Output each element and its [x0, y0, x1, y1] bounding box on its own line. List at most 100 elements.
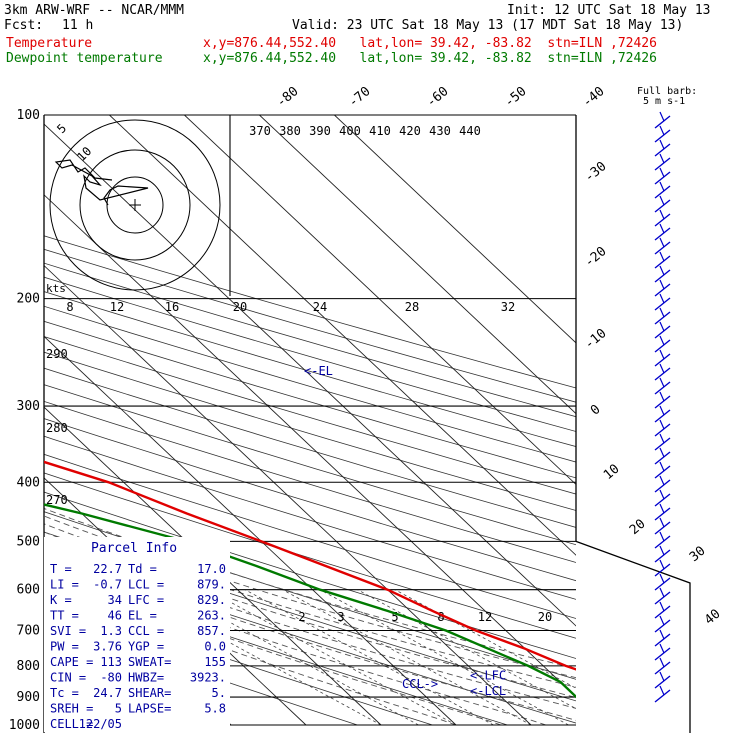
valid-time: Valid: 23 UTC Sat 18 May 13 (17 MDT Sat … [292, 18, 684, 33]
wind-barb [654, 227, 671, 241]
theta-e-label: 430 [429, 124, 451, 138]
isotherm-line [184, 115, 576, 486]
wind-barb-flag [659, 279, 665, 290]
wind-barb-flag [659, 349, 665, 360]
parcel-info-box: Parcel Info T = 22.7 Td = 17.0 LI = -0.7 LCL = 8… [44, 537, 230, 732]
wind-barb [654, 479, 671, 493]
level-annotation-label: <-LFC [470, 668, 506, 682]
wind-barb-flag [659, 321, 665, 332]
hodograph-ring [79, 149, 191, 261]
temperature-location: x,y=876.44,552.40 lat,lon= 39.42, -83.82… [203, 36, 657, 51]
wind-barb-flag [659, 181, 665, 192]
parcel-row-value: 17.0 [197, 562, 226, 576]
wind-barb [654, 353, 671, 367]
isotherm-label: 30 [687, 544, 709, 566]
wind-barb [654, 367, 671, 381]
wind-barb [654, 395, 671, 409]
wind-barb-flag [659, 209, 665, 220]
wind-barb [654, 633, 671, 647]
parcel-row-value: 3923. [190, 671, 226, 685]
mixing-ratio-label: 12 [110, 300, 124, 314]
pressure-tick-label: 900 [17, 690, 40, 705]
parcel-row-value: 829. [197, 593, 226, 607]
wind-barb [654, 647, 671, 661]
parcel-row-label: Tc = [50, 686, 79, 700]
wind-barb [654, 269, 671, 283]
temperature-profile-line [44, 460, 576, 671]
isotherm-label: 10 [601, 462, 623, 484]
wind-barb-legend-title: Full barb: [637, 86, 697, 97]
parcel-row-label: Td = [128, 562, 157, 576]
mixing-ratio-line [357, 589, 576, 710]
wind-barb-flag [659, 293, 665, 304]
parcel-row-label: SREH = [50, 702, 93, 716]
wind-barb-flag [659, 433, 665, 444]
wind-barb-flag [659, 265, 665, 276]
parcel-row-label: SWEAT= [128, 655, 171, 669]
isotherm-label: -80 [274, 84, 302, 111]
model-title: 3km ARW-WRF -- NCAR/MMM [4, 3, 185, 18]
parcel-row-label: CELL = [50, 717, 93, 731]
wind-barb [654, 129, 671, 143]
wind-barb-flag [659, 615, 665, 626]
isotherm-label: 40 [702, 607, 724, 629]
level-annotation-label: CCL-> [402, 677, 438, 691]
dry-adiabat-label: 290 [46, 347, 68, 361]
parcel-row-value: 155 [204, 655, 226, 669]
dry-adiabat-line [44, 453, 576, 619]
pressure-tick-label: 800 [17, 659, 40, 674]
wind-barb [654, 255, 671, 269]
wind-barb-flag [659, 671, 665, 682]
mixing-ratio-label: 32 [501, 300, 515, 314]
dewpoint-profile-line [44, 503, 576, 699]
parcel-row-label: PW = [50, 640, 79, 654]
wind-barb-flag [659, 587, 665, 598]
mixing-ratio-label: 16 [165, 300, 179, 314]
theta-e-label: 370 [249, 124, 271, 138]
theta-e-label: 380 [279, 124, 301, 138]
wind-barb-flag [659, 195, 665, 206]
wind-barb [654, 311, 671, 325]
isotherm-line [44, 406, 382, 726]
wind-barb-legend-units: 5 m s-1 [643, 96, 685, 107]
wind-barb-flag [659, 657, 665, 668]
wind-barb-flag [659, 685, 665, 696]
parcel-row-value: 122/05 [79, 717, 122, 731]
init-time: Init: 12 UTC Sat 18 May 13 [507, 3, 711, 18]
low-mixing-ratio-label: 2 [298, 610, 305, 624]
theta-e-label: 400 [339, 124, 361, 138]
wind-barb-flag [659, 573, 665, 584]
parcel-row-value: 34 [108, 593, 122, 607]
wind-barb-flag [659, 391, 665, 402]
wind-barb [654, 535, 671, 549]
parcel-row-label: LI = [50, 578, 79, 592]
wind-barb [654, 143, 671, 157]
wind-barb-flag [659, 237, 665, 248]
wind-barb-flag [659, 377, 665, 388]
dry-adiabat-line [44, 336, 576, 495]
parcel-row-label: K = [50, 593, 72, 607]
parcel-row-label: T = [50, 562, 72, 576]
parcel-row-value: -80 [100, 671, 122, 685]
wind-barb-flag [659, 503, 665, 514]
parcel-row-label: TT = [50, 609, 79, 623]
mixing-ratio-line [244, 589, 494, 726]
wind-barb [654, 409, 671, 423]
mixing-ratio-label: 8 [66, 300, 73, 314]
low-mixing-ratio-label: 12 [478, 610, 492, 624]
wind-barb [654, 115, 671, 129]
wind-barb-flag [659, 447, 665, 458]
hodograph-trace [54, 159, 149, 206]
parcel-row-label: SHEAR= [128, 686, 171, 700]
pressure-tick-label: 400 [17, 475, 40, 490]
parcel-row-label: SVI = [50, 624, 86, 638]
isotherm-line [44, 335, 457, 726]
dry-adiabat-label: 280 [46, 421, 68, 435]
wind-barb-flag [659, 517, 665, 528]
wind-barb-flag [659, 559, 665, 570]
wind-barb-flag [659, 307, 665, 318]
dry-adiabat-line [44, 320, 576, 479]
wind-barb-flag [659, 531, 665, 542]
dry-adiabat-line [44, 435, 576, 600]
parcel-info-title: Parcel Info [91, 541, 177, 556]
